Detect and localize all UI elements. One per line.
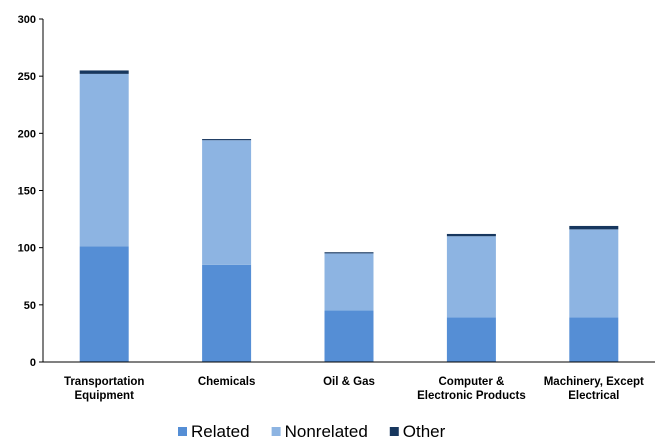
bar-nonrelated-1 [202,140,252,265]
bar-related-2 [324,310,374,362]
bar-other-0 [79,70,129,74]
legend-label-related: Related [191,422,250,441]
bar-other-4 [569,225,619,230]
bar-nonrelated-2 [324,253,374,311]
y-tick-label: 100 [18,243,36,255]
x-tick-label: Oil & Gas [323,376,375,388]
y-tick-label: 150 [18,186,36,198]
y-tick-label: 0 [30,357,36,369]
bar-nonrelated-0 [79,73,129,247]
y-tick-label: 300 [18,14,36,26]
bar-related-1 [202,264,252,362]
bar-related-0 [79,246,129,362]
x-tick-label: Computer & [438,376,504,388]
bar-other-3 [446,233,496,237]
x-tick-label: Machinery, Except [544,376,644,388]
legend-label-nonrelated: Nonrelated [285,422,368,441]
bars [79,70,619,362]
bar-other-2 [324,252,374,254]
y-tick-label: 50 [24,300,36,312]
bar-nonrelated-3 [446,236,496,318]
y-tick-label: 250 [18,71,36,83]
y-tick-label: 200 [18,128,36,140]
x-tick-label: Electronic Products [417,390,526,402]
x-tick-label: Electrical [568,390,619,402]
bar-related-3 [446,317,496,362]
x-tick-label: Chemicals [198,376,256,388]
legend: Related Nonrelated Other [178,422,446,441]
bar-nonrelated-4 [569,229,619,318]
legend-swatch-related [178,427,187,436]
bar-related-4 [569,317,619,362]
y-axis-ticks: 0 50 100 150 200 250 300 [18,14,43,369]
legend-swatch-other [389,427,399,436]
legend-label-other: Other [403,422,446,441]
bar-other-1 [202,139,252,141]
x-tick-label: Equipment [74,390,134,402]
legend-swatch-nonrelated [271,427,281,436]
x-axis-labels: Transportation Equipment Chemicals Oil & Ga… [64,376,644,402]
x-tick-label: Transportation [64,376,145,388]
